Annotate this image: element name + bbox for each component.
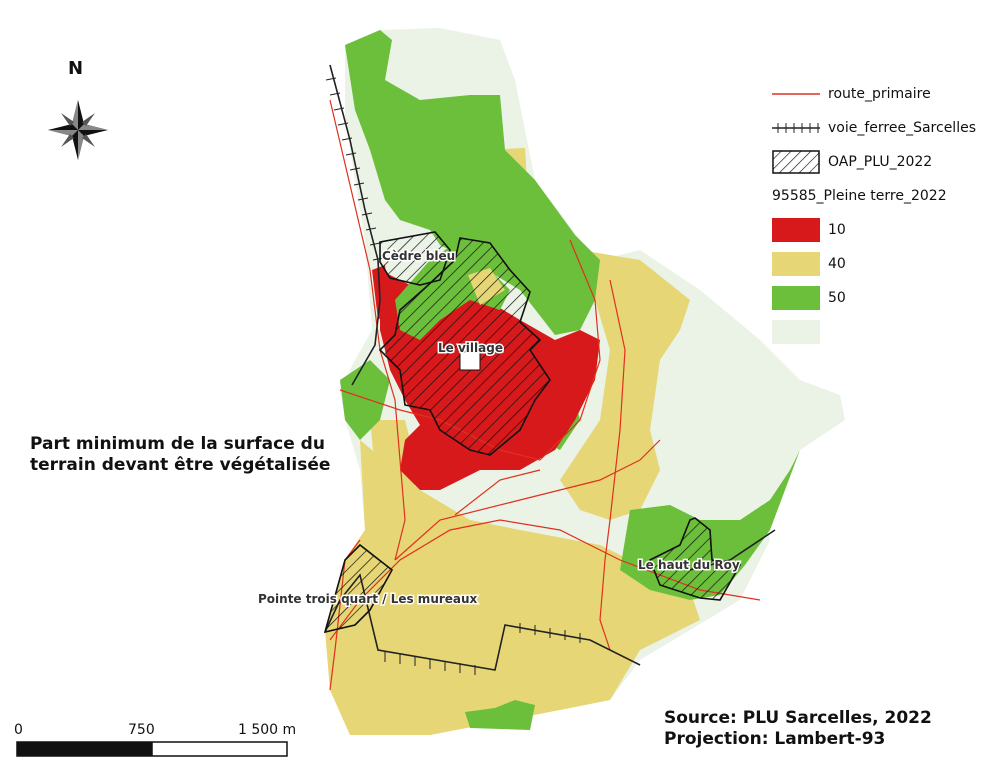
placename-pointe-trois-quart: Pointe trois quart / Les mureaux (258, 592, 478, 606)
hatch-swatch-icon (772, 150, 820, 174)
title-line-1: Part minimum de la surface du (30, 434, 325, 454)
title-line-2: terrain devant être végétalisée (30, 455, 331, 475)
projection-line: Projection: Lambert-93 (664, 729, 886, 749)
zone-50-north (345, 30, 600, 335)
legend: route_primaire voie_ferree_Sarcelles OAP… (772, 82, 976, 354)
legend-item-route: route_primaire (772, 82, 972, 116)
legend-layer-title: 95585_Pleine terre_2022 (772, 188, 947, 204)
oap-le-village (378, 237, 551, 456)
north-label: N (68, 58, 84, 79)
source-line: Source: PLU Sarcelles, 2022 (664, 708, 932, 728)
zone-40-south (325, 440, 700, 735)
legend-item-class-10: 10 (772, 218, 972, 252)
route-line-icon (772, 93, 820, 95)
scale-label-0: 0 (14, 722, 23, 738)
oap-zones (323, 231, 742, 634)
placename-haut-du-roy: Le haut du Roy (638, 558, 740, 572)
placename-cedre-bleu: Cèdre bleu (382, 249, 455, 263)
zone-50-south-patch (465, 700, 535, 730)
scale-label-750: 750 (128, 722, 155, 738)
zone-50-west (340, 360, 390, 440)
placename-le-village: Le village (438, 341, 503, 355)
legend-item-class-40: 40 (772, 252, 972, 286)
zone-40-east (560, 250, 690, 520)
oap-haut-du-roy (648, 517, 742, 601)
rail-line-icon (772, 123, 820, 133)
zone-10-west-strip (372, 265, 390, 320)
legend-item-rail: voie_ferree_Sarcelles (772, 116, 976, 150)
legend-label-oap: OAP_PLU_2022 (828, 154, 933, 170)
legend-label-rail: voie_ferree_Sarcelles (828, 120, 976, 136)
legend-item-oap: OAP_PLU_2022 (772, 150, 972, 184)
legend-item-class-50: 50 (772, 286, 972, 320)
village-white-patch (459, 351, 481, 371)
swatch-class-10 (772, 218, 820, 242)
oap-pointe-trois-quart (323, 543, 394, 634)
map-title: Part minimum de la surface du terrain de… (30, 434, 330, 476)
legend-item-class-empty (772, 320, 972, 354)
railway-ticks (325, 77, 581, 675)
scale-bar (16, 741, 288, 757)
legend-label-class-10: 10 (828, 222, 846, 238)
legend-label-route: route_primaire (828, 86, 931, 102)
legend-label-class-40: 40 (828, 256, 846, 272)
scale-label-1500: 1 500 m (238, 722, 297, 738)
swatch-class-50 (772, 286, 820, 310)
swatch-class-40 (772, 252, 820, 276)
swatch-class-empty (772, 320, 820, 344)
legend-label-class-50: 50 (828, 290, 846, 306)
north-arrow-icon (48, 100, 108, 160)
source-block: Source: PLU Sarcelles, 2022 Projection: … (664, 708, 932, 750)
